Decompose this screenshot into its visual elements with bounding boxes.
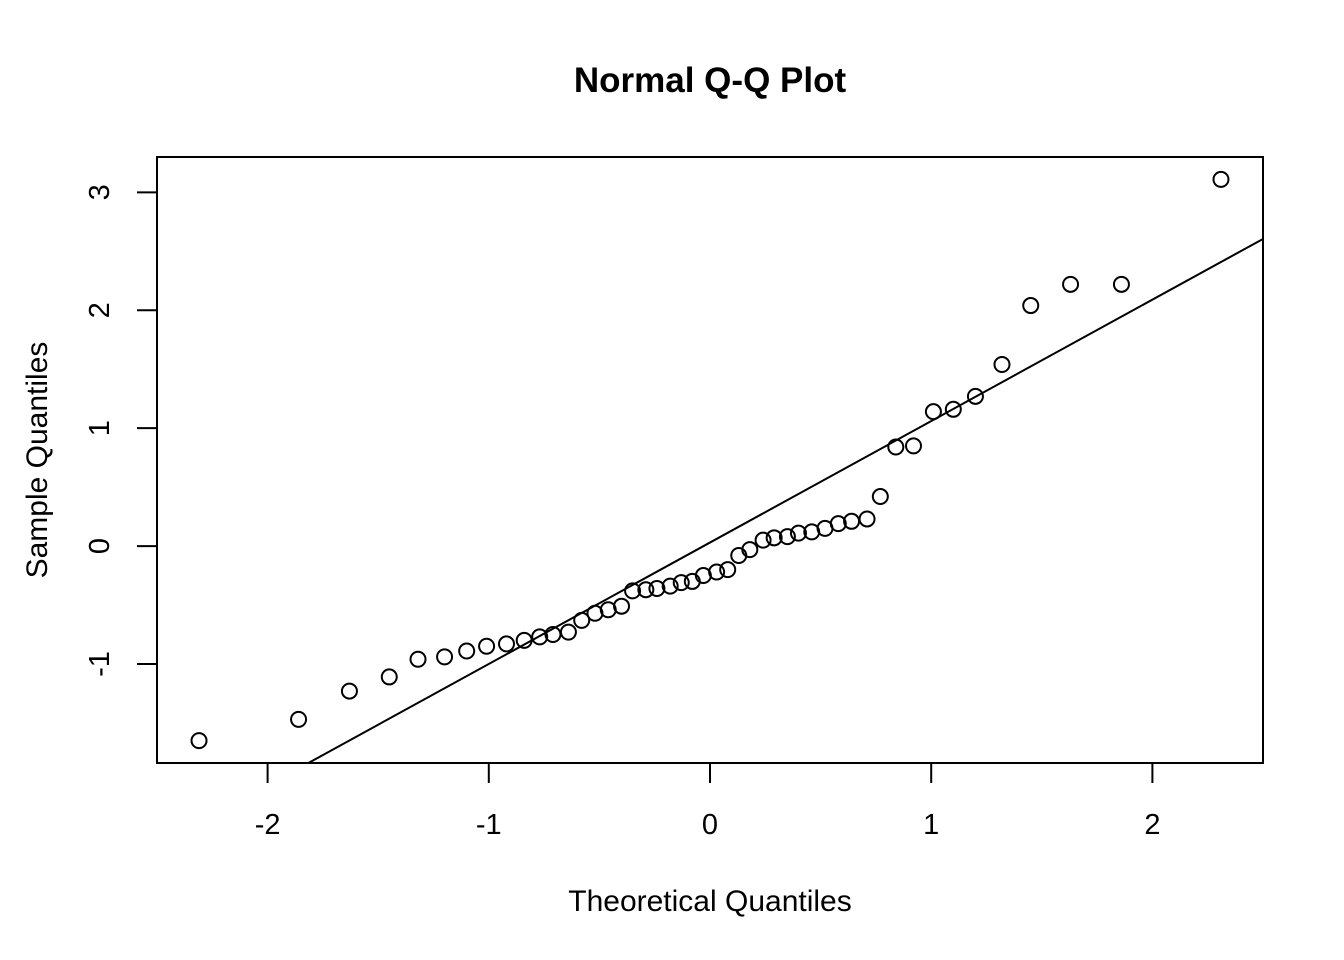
data-point [661,577,679,595]
data-point [993,356,1011,374]
data-point [637,581,655,599]
data-point [190,732,208,750]
x-tick-label: -2 [255,809,281,841]
data-point [1212,170,1230,188]
data-point [1062,275,1080,293]
points-group [190,170,1230,750]
data-point [905,437,923,455]
data-point [966,387,984,405]
data-point [515,631,533,649]
x-axis-title: Theoretical Quantiles [568,885,851,918]
data-point [531,628,549,646]
data-point [340,682,358,700]
data-point [380,668,398,686]
data-point [778,528,796,546]
data-point [613,597,631,615]
x-axis: -2 -1 0 1 2 [255,763,1160,841]
data-point [290,710,308,728]
data-point [708,563,726,581]
y-tick-label: 3 [84,184,116,200]
x-tick-label: 1 [923,809,939,841]
x-tick-label: 0 [702,809,718,841]
data-point [1112,275,1130,293]
y-axis: -1 0 1 2 3 [84,184,157,677]
reference-line-group [306,238,1263,763]
data-point [887,438,905,456]
x-tick-label: -1 [476,809,502,841]
data-point [858,510,876,528]
y-tick-label: -1 [84,651,116,677]
data-point [458,642,476,660]
data-point [741,541,759,559]
data-point [497,635,515,653]
data-point [648,580,666,598]
x-tick-label: 2 [1144,809,1160,841]
y-tick-label: 2 [84,302,116,318]
data-point [1022,297,1040,315]
data-point [436,648,454,666]
data-point [478,637,496,655]
data-point [409,650,427,668]
y-axis-title: Sample Quantiles [21,342,54,579]
data-point [871,488,889,506]
data-point [624,582,642,600]
data-point [573,611,591,629]
data-point [559,623,577,641]
data-point [672,574,690,592]
data-point [924,403,942,421]
data-point [944,400,962,418]
data-point [719,561,737,579]
qq-reference-line [306,238,1263,763]
plot-frame [156,156,1264,764]
data-point [829,515,847,533]
data-point [765,529,783,547]
y-tick-label: 0 [84,538,116,554]
chart-title: Normal Q-Q Plot [574,61,847,100]
data-point [754,531,772,549]
y-tick-label: 1 [84,420,116,436]
data-point [789,524,807,542]
